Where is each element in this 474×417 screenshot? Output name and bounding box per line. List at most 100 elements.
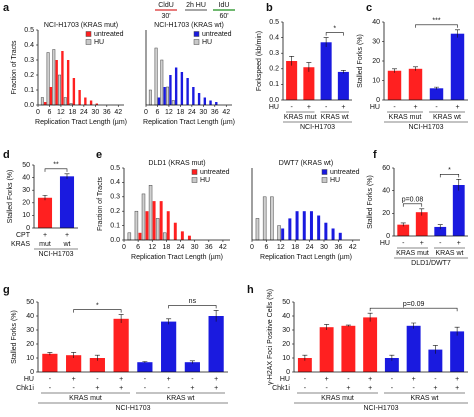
y-tick-label: 0.2 [110,208,120,215]
error-bar [94,354,100,361]
row-value: + [214,376,218,383]
bar [428,349,443,372]
row-value: + [341,104,345,111]
row-value: + [346,385,350,392]
histogram-bar [141,193,146,241]
significance-label: *** [432,18,440,25]
histogram-bar [186,78,189,105]
histogram-bar [148,185,153,241]
bar [429,88,444,100]
significance-bracket [402,203,423,207]
bar [286,61,298,100]
significance-bracket [325,32,344,36]
protocol-duration: 60' [219,13,228,20]
subplot-title: NCI-H1703 (KRAS wt) [154,22,224,29]
row-value: + [307,104,311,111]
y-axis-label: Forkspeed (kb/min) [256,31,263,91]
row-value: - [325,385,328,392]
bar [397,224,410,236]
error-bar [324,324,330,330]
x-tick-label: 30 [320,244,328,251]
row-value: - [49,385,52,392]
row-label: HU [269,104,279,111]
row-value: - [391,385,394,392]
x-tick-label: 12 [277,244,285,251]
row-value: + [119,385,123,392]
y-tick-label: 0 [286,369,290,376]
x-tick-label: 42 [222,109,230,116]
y-tick-label: 0.3 [24,57,34,64]
legend-swatch [193,39,200,45]
row-label: HU [24,376,34,383]
row-label: Chk1i [16,385,34,392]
x-tick-label: 24 [188,109,196,116]
bar [406,325,421,372]
group-label: KRAS mut [396,250,429,257]
row-value: - [434,376,437,383]
x-tick-label: 42 [219,244,227,251]
significance-label: p=0.09 [403,301,425,308]
panel-label: f [373,149,377,161]
y-tick-label: 40 [382,188,390,195]
footer-label: NCI-H1703 [300,124,335,131]
bar [341,325,356,372]
y-tick-label: 20 [26,341,34,348]
legend-label: untreated [202,31,232,38]
error-bar [413,66,418,71]
row-value: + [325,376,329,383]
histogram-bar [187,235,191,240]
row-value: + [119,376,123,383]
x-tick-label: 0 [250,244,254,251]
error-bar [389,354,395,361]
significance-bracket [415,24,458,28]
x-tick-label: 18 [163,244,171,251]
histogram-bar [302,211,306,240]
row-value: - [347,376,350,383]
legend-swatch [191,169,198,175]
histogram-bar [78,90,81,105]
footer-label: NCI-H1703 [408,124,443,131]
histogram-bar [40,97,44,106]
bar [37,197,53,228]
error-bar [345,324,351,327]
y-axis-label: Stalled Forks (%) [357,34,364,88]
legend-swatch [85,39,92,45]
row-value: + [412,376,416,383]
row-value: + [368,376,372,383]
histogram-bar [46,52,50,106]
bar [337,71,349,100]
histogram-bar [157,97,161,105]
row-value: - [304,376,307,383]
x-tick-label: 12 [57,109,65,116]
row-value: - [191,376,194,383]
group-label: KRAS wt [321,114,349,121]
y-tick-label: 60 [382,165,390,172]
error-bar [340,70,346,74]
footer-label: DLD1/DWT7 [411,260,451,267]
row-label: CPT [16,232,31,239]
subplot-title: DLD1 (KRAS mut) [148,160,205,167]
y-axis-label: Fraction of Tracts [11,40,18,95]
legend-label: HU [200,177,210,184]
row-value: - [402,240,405,247]
x-tick-label: 36 [205,244,213,251]
footer-label: NCI-H1703 [115,405,150,412]
y-tick-label: 0 [30,369,34,376]
panel-label: d [3,149,10,161]
y-tick-label: 0.2 [269,66,279,73]
bar [89,358,105,372]
row-value: + [72,376,76,383]
x-tick-label: 18 [69,109,77,116]
histogram-bar [331,228,335,240]
y-tick-label: 10 [26,355,34,362]
row-value: - [391,376,394,383]
y-tick-label: 0.0 [269,97,279,104]
y-tick-label: 0.1 [269,81,279,88]
y-axis-label: Stalled Forks (%) [7,170,14,224]
y-tick-label: 30 [22,187,30,194]
protocol-label: 2h HU [186,2,206,9]
row-value: + [43,232,47,239]
x-tick-label: 18 [291,244,299,251]
significance-label: ns [189,298,197,305]
footer-label: NCI-H1703 [38,251,73,258]
